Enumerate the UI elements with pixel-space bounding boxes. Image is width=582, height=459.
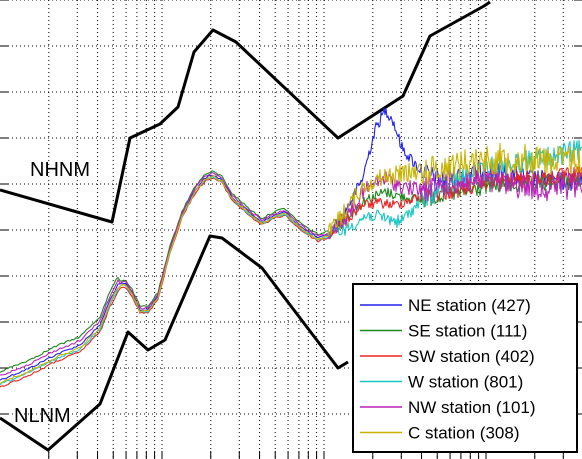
series-layer [0, 107, 582, 388]
series-6-line [0, 142, 582, 385]
series-1-line [0, 107, 582, 381]
legend-label-3: SW station (402) [408, 347, 535, 366]
legend-label-1: NE station (427) [408, 296, 531, 315]
nlnm-curve [0, 234, 349, 452]
reference-models [0, 0, 491, 452]
legend: NE station (427) SE station (111) SW stati… [352, 283, 578, 453]
legend-label-2: SE station (111) [408, 322, 527, 341]
legend-box [352, 283, 578, 453]
legend-label-4: W station (801) [408, 373, 523, 392]
nhnm-curve [0, 0, 491, 224]
legend-label-5: NW station (101) [408, 398, 536, 417]
legend-label-6: C station (308) [408, 424, 520, 443]
nhnm-label: NHNM [30, 159, 90, 181]
nlnm-label: NLNM [14, 405, 71, 427]
